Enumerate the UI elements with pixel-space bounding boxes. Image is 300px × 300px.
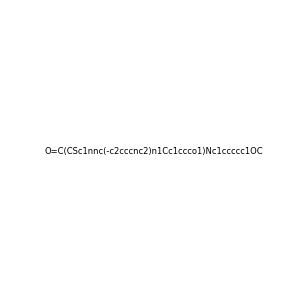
Text: O=C(CSc1nnc(-c2cccnc2)n1Cc1ccco1)Nc1ccccc1OC: O=C(CSc1nnc(-c2cccnc2)n1Cc1ccco1)Nc1cccc… bbox=[44, 147, 263, 156]
